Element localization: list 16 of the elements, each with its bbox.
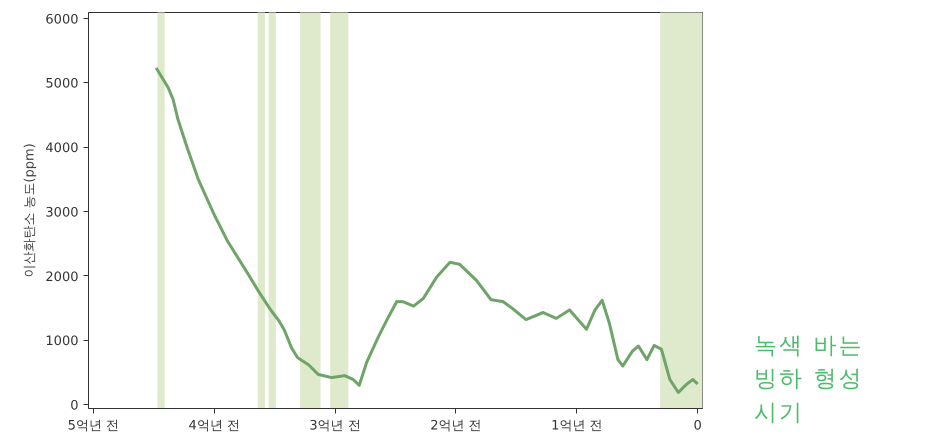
- y-tick-label: 2000: [45, 270, 79, 285]
- y-tick-label: 0: [70, 398, 79, 414]
- y-tick-label: 4000: [45, 141, 79, 156]
- y-tick-label: 1000: [45, 334, 79, 350]
- x-tick-label: 5억년 전: [68, 418, 120, 434]
- x-tick-label: 3억년 전: [309, 418, 361, 434]
- x-tick-label: 0: [694, 418, 702, 434]
- line-series: [154, 66, 700, 394]
- y-tick-label: 3000: [45, 205, 79, 220]
- x-tick-label: 2억년 전: [430, 418, 482, 434]
- text: 녹색 바는 빙하 형성 시기: [754, 332, 864, 428]
- y-axis-title: 이산화탄소 농도(ppm): [22, 143, 38, 278]
- x-tick-label: 4억년 전: [188, 418, 240, 434]
- x-tick-label: 1억년 전: [551, 418, 603, 434]
- y-tick-label: 6000: [45, 12, 79, 28]
- y-tick-label: 5000: [45, 76, 79, 92]
